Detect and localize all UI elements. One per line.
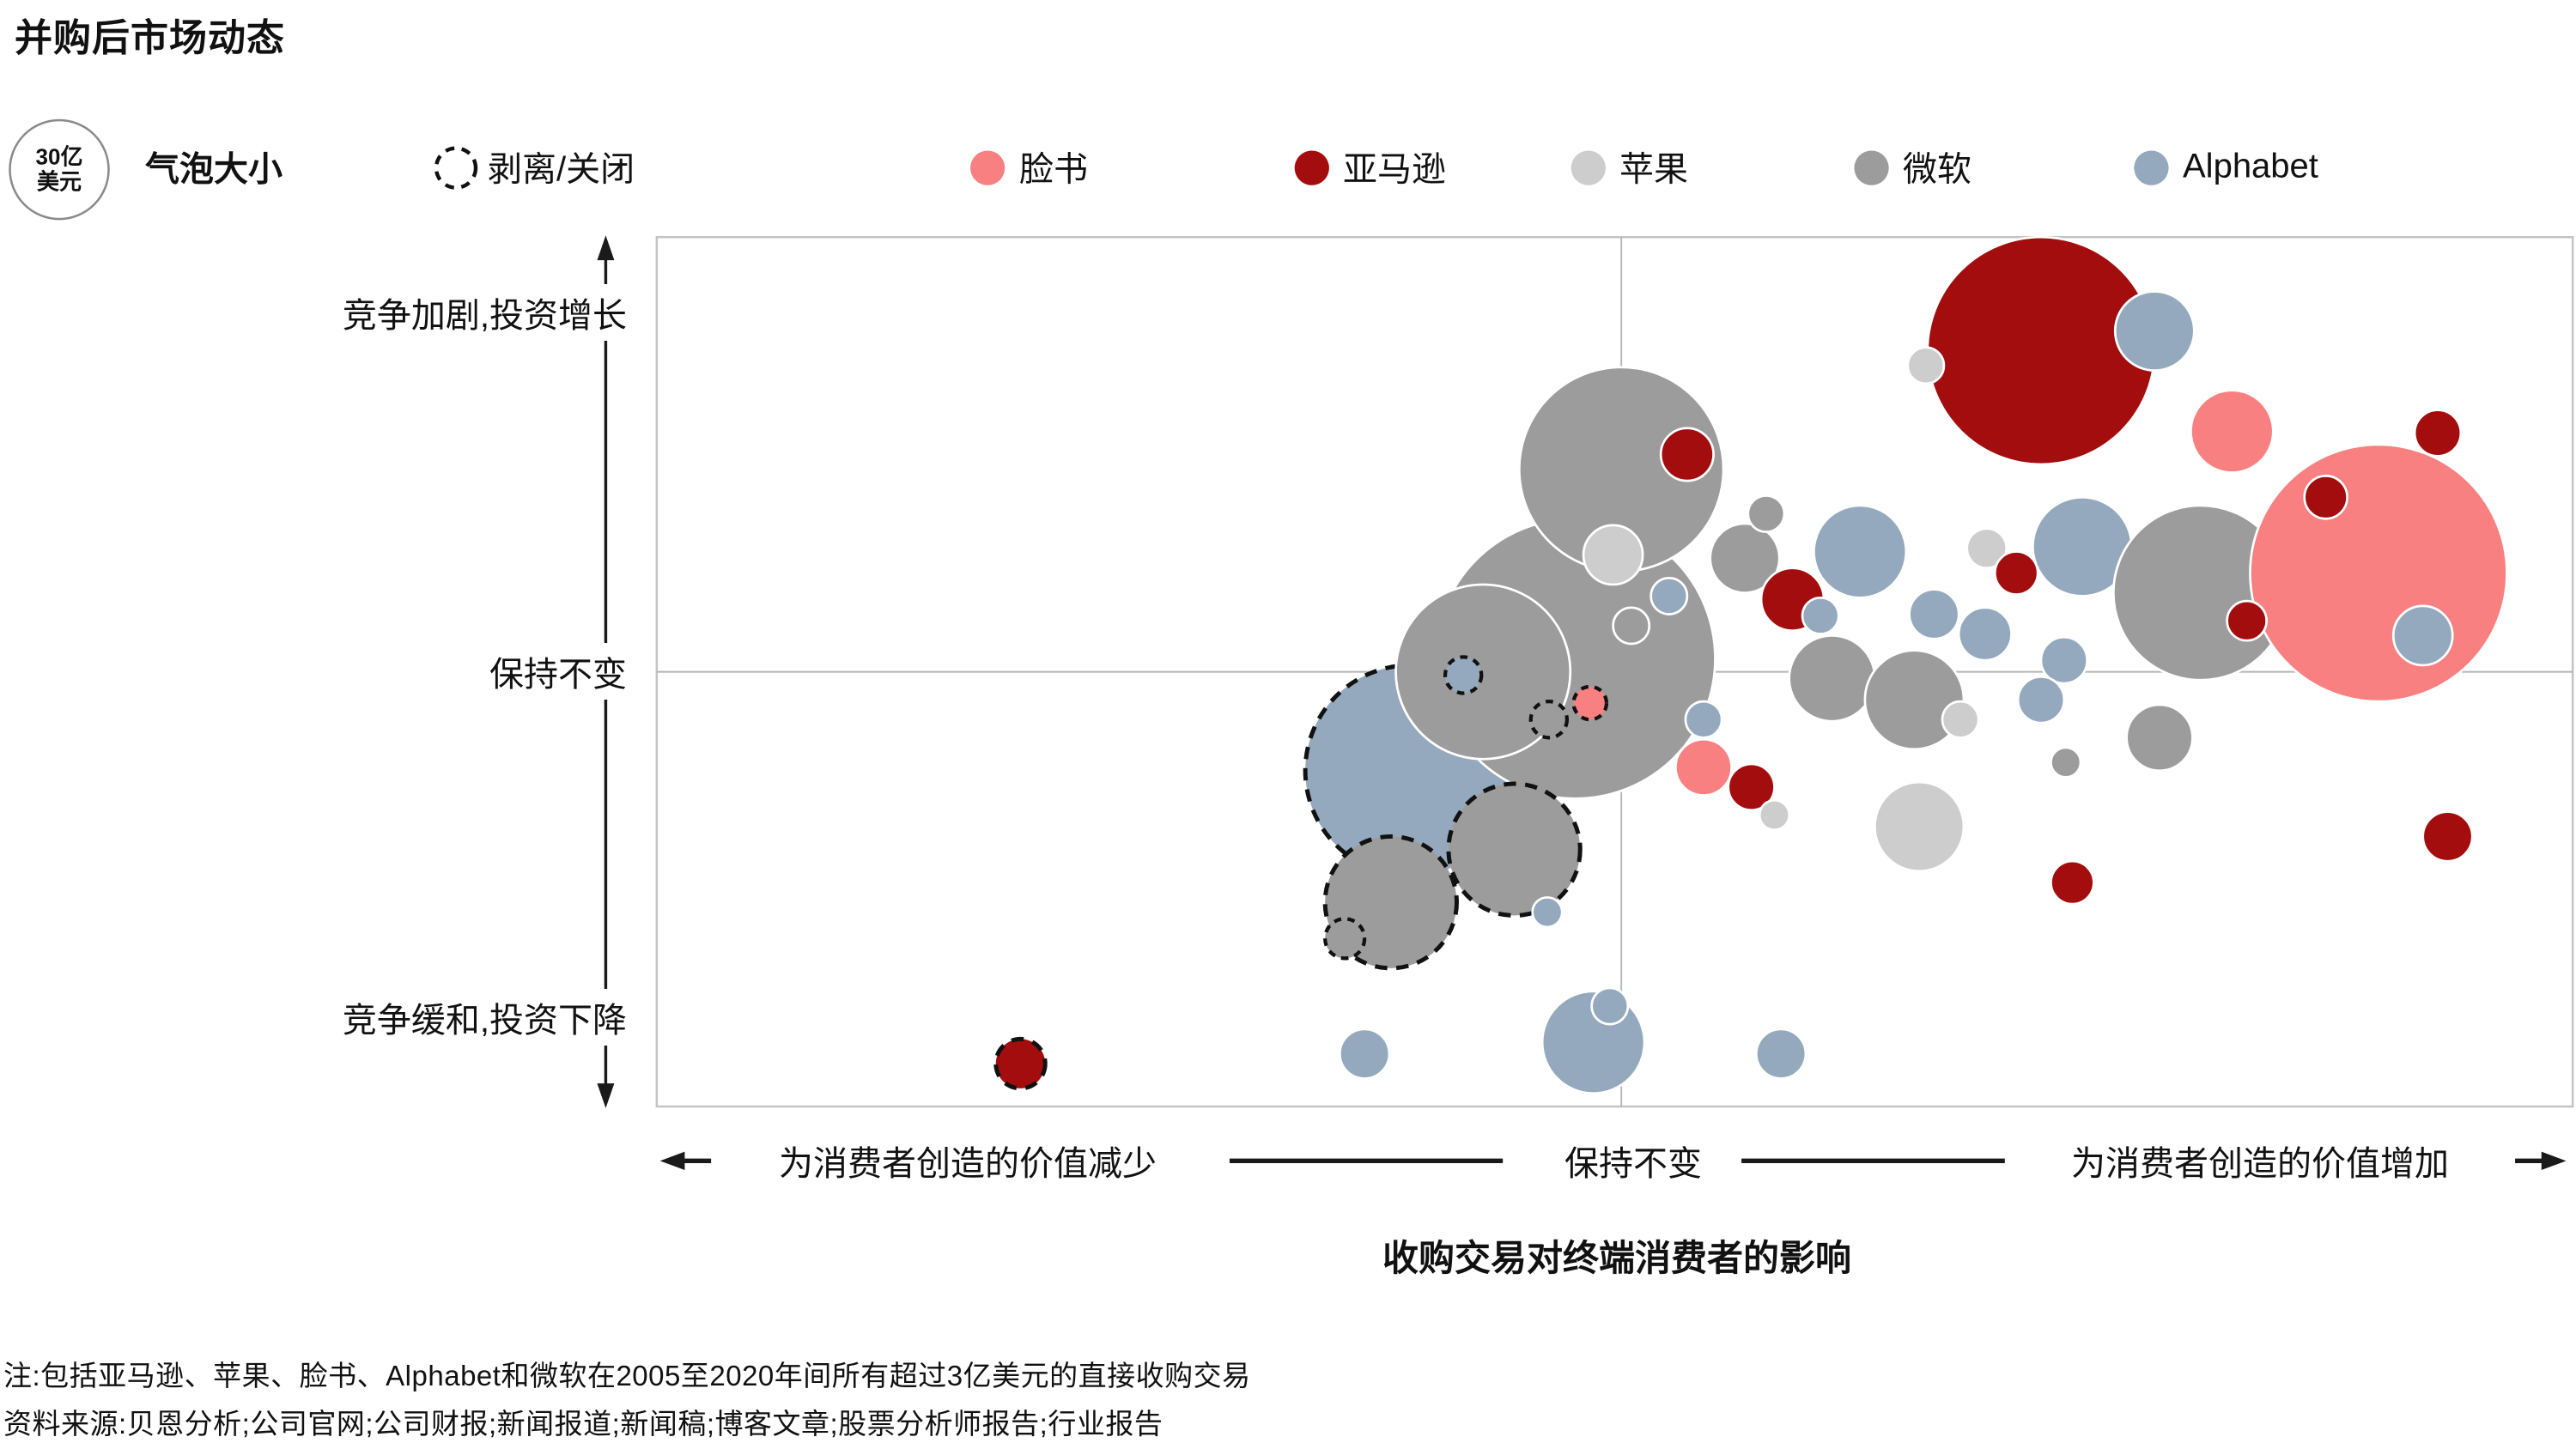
- legend-dot-icon-微软: [1854, 150, 1889, 185]
- arrow-up-icon: [597, 235, 615, 261]
- arrow-left-icon: [659, 1151, 685, 1171]
- bubble-苹果: [1582, 524, 1644, 586]
- bubble-苹果: [1941, 700, 1980, 739]
- bubble-Alphabet: [1755, 1028, 1807, 1080]
- bubble-微软: [2050, 746, 2082, 779]
- bubble-微软: [1788, 634, 1876, 723]
- bubble-Alphabet: [1590, 986, 1630, 1026]
- size-legend-value-bottom: 美元: [36, 168, 82, 194]
- bubble-微软: [1394, 583, 1572, 761]
- bubble-Alphabet: [2391, 604, 2454, 667]
- size-legend-value: 30亿 美元: [36, 144, 83, 193]
- legend-dot-icon-亚马逊: [1294, 150, 1329, 185]
- bubble-divested-微软: [1528, 700, 1570, 740]
- divested-legend-label: 剥离/关闭: [488, 150, 635, 189]
- bubble-亚马逊: [1659, 427, 1715, 482]
- legend-label-苹果: 苹果: [1619, 150, 1688, 189]
- y-label-bottom: 竞争缓和,投资下降: [0, 989, 632, 1046]
- bubble-脸书: [2249, 443, 2508, 703]
- bubble-亚马逊: [2303, 475, 2348, 520]
- x-axis-title: 收购交易对终端消费者的影响: [1382, 1238, 1852, 1278]
- note-line: 注:包括亚马逊、苹果、脸书、Alphabet和微软在2005至2020年间所有超…: [3, 1360, 1251, 1391]
- bubble-divested-脸书: [1571, 684, 1609, 722]
- legend-dot-icon-脸书: [970, 150, 1005, 185]
- bubble-亚马逊: [2413, 409, 2463, 458]
- bubble-divested-微软: [1446, 781, 1583, 919]
- bubble-Alphabet: [1957, 606, 2013, 662]
- bubble-苹果: [1965, 527, 2008, 570]
- bubble-Alphabet: [1684, 700, 1723, 739]
- bubble-Alphabet: [2016, 676, 2066, 724]
- x-axis-arrow: [659, 1151, 2567, 1171]
- bubble-Alphabet: [2113, 290, 2196, 372]
- page-title: 并购后市场动态: [15, 17, 285, 59]
- bubble-Alphabet: [1801, 596, 1840, 635]
- x-label-center: 保持不变: [1564, 1145, 1702, 1183]
- bubble-Alphabet: [1339, 1028, 1391, 1080]
- size-legend-circle: [9, 118, 110, 221]
- size-legend-value-top: 30亿: [35, 143, 83, 170]
- bubble-Alphabet: [1531, 896, 1564, 929]
- bubble-苹果: [1906, 346, 1946, 385]
- divested-legend-circle-icon: [434, 146, 478, 190]
- y-label-top: 竞争加剧,投资增长: [0, 284, 632, 341]
- bubble-divested-亚马逊: [993, 1036, 1048, 1091]
- bubble-亚马逊: [2226, 599, 2268, 642]
- legend-dot-icon-苹果: [1571, 150, 1606, 185]
- bubble-微软: [1709, 522, 1781, 594]
- bubble-苹果: [1874, 780, 1965, 873]
- bubble-微软: [1863, 649, 1965, 751]
- legend-dot-icon-Alphabet: [2134, 150, 2169, 185]
- bubble-layer: [993, 235, 2508, 1095]
- bubble-苹果: [1758, 798, 1791, 832]
- y-label-center: 保持不变: [0, 643, 632, 700]
- size-legend-label: 气泡大小: [145, 150, 283, 189]
- bubble-亚马逊: [1993, 550, 2039, 596]
- legend-label-微软: 微软: [1903, 150, 1971, 189]
- legend-label-Alphabet: Alphabet: [2183, 147, 2318, 185]
- bubble-Alphabet: [1908, 588, 1960, 640]
- bubble-微软: [2125, 703, 2194, 773]
- legend-label-亚马逊: 亚马逊: [1343, 150, 1446, 189]
- bubble-亚马逊: [1727, 762, 1776, 812]
- bubble-亚马逊: [2050, 859, 2095, 906]
- bubble-微软: [1612, 606, 1651, 646]
- x-label-left: 为消费者创造的价值减少: [779, 1145, 1157, 1183]
- bubble-脸书: [1674, 737, 1733, 797]
- source-line: 资料来源:贝恩分析;公司官网;公司财报;新闻报道;新闻稿;博客文章;股票分析师报…: [3, 1408, 1163, 1440]
- x-label-right: 为消费者创造的价值增加: [2071, 1145, 2449, 1183]
- bubble-divested-Alphabet: [1443, 655, 1484, 695]
- bubble-微软: [1747, 494, 1786, 533]
- bubble-脸书: [2190, 389, 2275, 474]
- bubble-Alphabet: [1813, 504, 1908, 599]
- legend-dot-layer: [970, 150, 2169, 185]
- bubble-Alphabet: [1649, 576, 1689, 615]
- arrow-right-icon: [2541, 1151, 2567, 1171]
- bubble-Alphabet: [2039, 635, 2089, 685]
- bubble-亚马逊: [2421, 810, 2474, 863]
- arrow-down-icon: [597, 1083, 615, 1108]
- legend-label-脸书: 脸书: [1019, 150, 1088, 189]
- bubble-divested-微软: [1323, 917, 1367, 961]
